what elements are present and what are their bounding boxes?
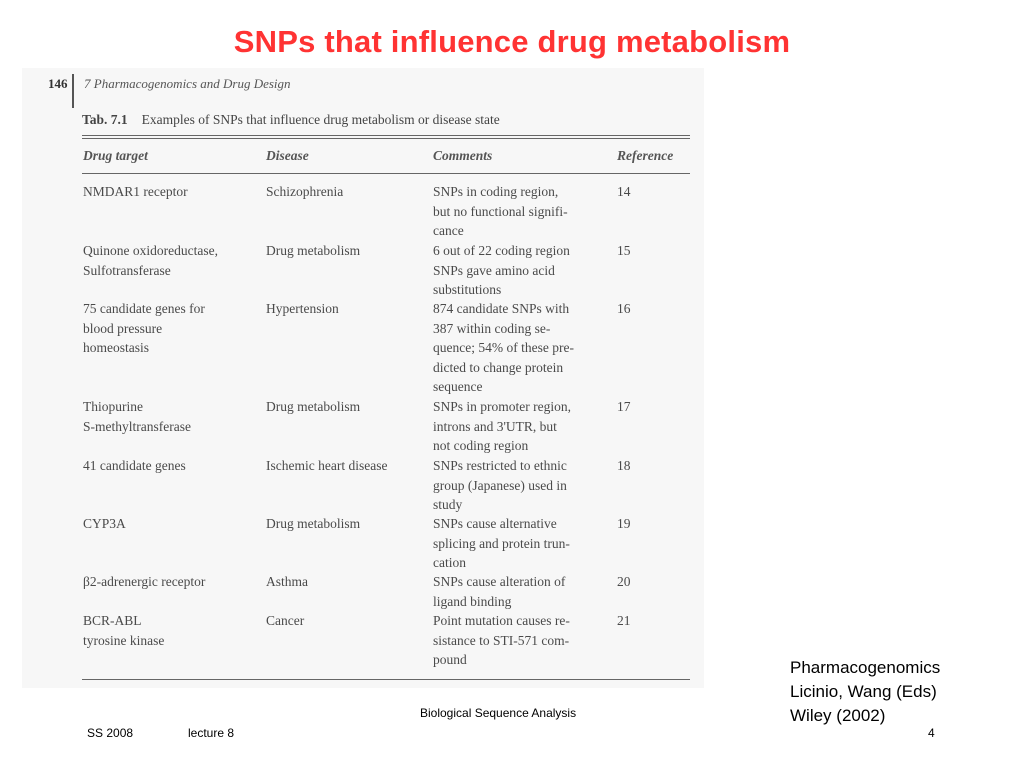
cell-drug-target: CYP3A <box>83 516 126 531</box>
header-reference: Reference <box>617 148 674 163</box>
cell-comments: SNPs in promoter region, introns and 3'U… <box>433 399 571 453</box>
cell-drug-target: 41 candidate genes <box>83 458 186 473</box>
table-rule-bottom <box>82 679 690 680</box>
cell-disease: Schizophrenia <box>266 184 344 199</box>
cell-drug-target: Thiopurine S-methyltransferase <box>83 399 191 434</box>
header-disease: Disease <box>266 148 309 163</box>
cell-reference: 19 <box>617 516 631 531</box>
table-rule-header <box>82 173 690 174</box>
table-caption: Tab. 7.1 Examples of SNPs that influence … <box>82 112 500 128</box>
cell-comments: SNPs restricted to ethnic group (Japanes… <box>433 458 567 512</box>
chapter-heading: 7 Pharmacogenomics and Drug Design <box>84 76 291 91</box>
cell-disease: Asthma <box>266 574 308 589</box>
table-rule-top <box>82 135 690 136</box>
cell-drug-target: 75 candidate genes for blood pressure ho… <box>83 301 205 355</box>
citation: Pharmacogenomics Licinio, Wang (Eds) Wil… <box>790 656 940 728</box>
cell-disease: Drug metabolism <box>266 243 361 258</box>
header-comments: Comments <box>433 148 493 163</box>
page-divider <box>72 74 74 108</box>
cell-comments: Point mutation causes re- sistance to ST… <box>433 613 570 667</box>
cell-disease: Ischemic heart disease <box>266 458 388 473</box>
cell-drug-target: β2-adrenergic receptor <box>83 574 206 589</box>
cell-reference: 17 <box>617 399 631 414</box>
slide-title: SNPs that influence drug metabolism <box>233 24 791 59</box>
footer-course-name: Biological Sequence Analysis <box>420 706 577 720</box>
citation-publisher: Wiley (2002) <box>790 706 886 725</box>
cell-comments: SNPs cause alteration of ligand binding <box>433 574 566 609</box>
cell-disease: Drug metabolism <box>266 516 361 531</box>
table-rule-top-2 <box>82 138 690 139</box>
cell-comments: SNPs in coding region, but no functional… <box>433 184 568 238</box>
cell-reference: 18 <box>617 458 631 473</box>
footer-semester: SS 2008 <box>87 726 134 740</box>
scanned-table-image: 146 7 Pharmacogenomics and Drug Design T… <box>22 68 704 688</box>
cell-comments: SNPs cause alternative splicing and prot… <box>433 516 570 570</box>
cell-drug-target: BCR-ABL tyrosine kinase <box>83 613 165 648</box>
cell-reference: 21 <box>617 613 631 628</box>
cell-disease: Cancer <box>266 613 305 628</box>
table-caption-text: Examples of SNPs that influence drug met… <box>141 112 500 127</box>
table-label: Tab. 7.1 <box>82 112 128 127</box>
cell-drug-target: NMDAR1 receptor <box>83 184 188 199</box>
cell-comments: 874 candidate SNPs with 387 within codin… <box>433 301 574 394</box>
cell-disease: Drug metabolism <box>266 399 361 414</box>
cell-drug-target: Quinone oxidoreductase, Sulfotransferase <box>83 243 218 278</box>
cell-reference: 14 <box>617 184 631 199</box>
footer-page-number: 4 <box>928 726 935 740</box>
header-drug-target: Drug target <box>83 148 148 163</box>
citation-authors: Licinio, Wang (Eds) <box>790 682 937 701</box>
cell-disease: Hypertension <box>266 301 339 316</box>
footer-lecture: lecture 8 <box>188 726 235 740</box>
cell-reference: 20 <box>617 574 631 589</box>
cell-reference: 16 <box>617 301 631 316</box>
citation-title: Pharmacogenomics <box>790 658 941 677</box>
book-page-number: 146 <box>48 76 68 91</box>
cell-reference: 15 <box>617 243 631 258</box>
cell-comments: 6 out of 22 coding region SNPs gave amin… <box>433 243 570 297</box>
